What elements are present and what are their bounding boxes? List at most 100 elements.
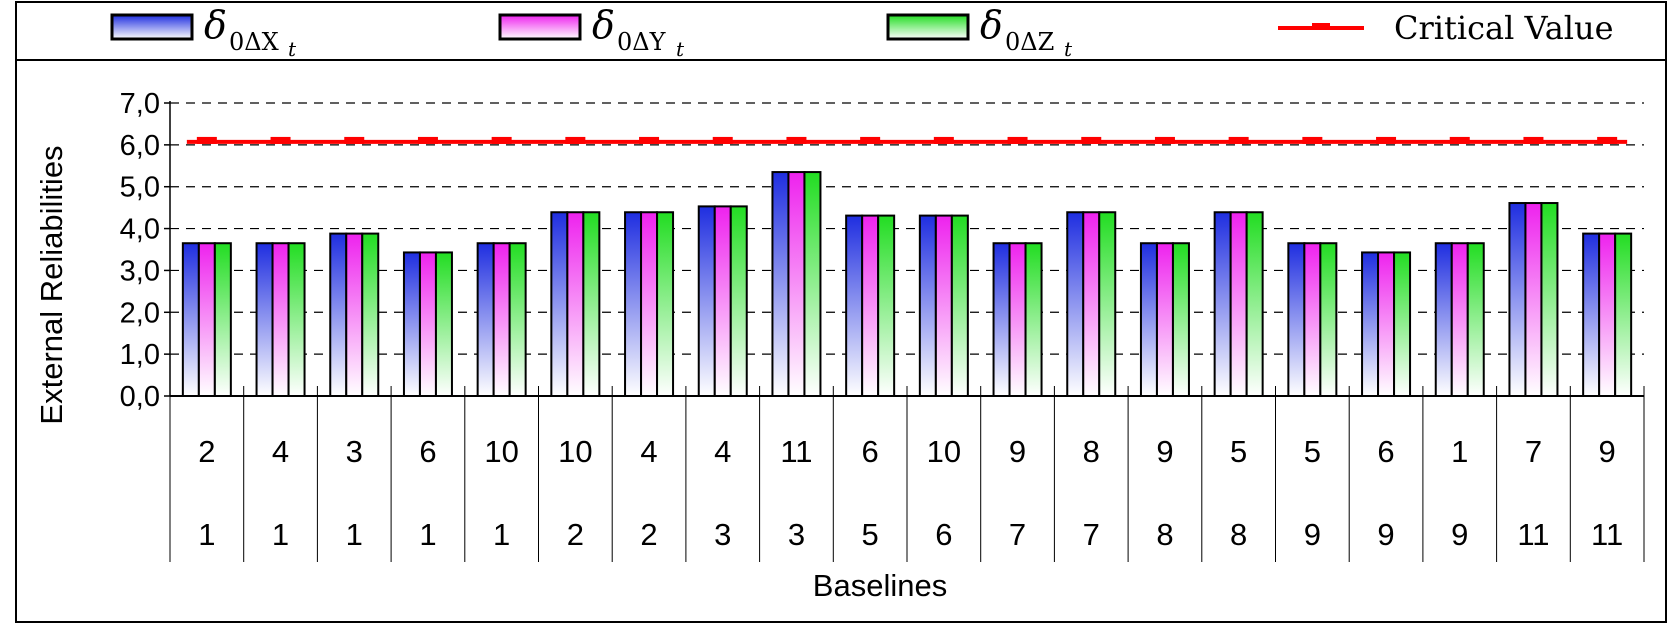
bars: [181, 171, 1633, 397]
bar-dy: [713, 205, 732, 397]
bar-dz: [1614, 232, 1633, 397]
x-tick-label-bottom: 3: [714, 517, 731, 552]
x-tick-label-top: 5: [1230, 434, 1247, 469]
x-tick-label-bottom: 2: [640, 517, 657, 552]
bar-dz: [1466, 242, 1485, 397]
legend-sub-subscript: t: [676, 37, 685, 61]
bar-dz: [287, 242, 306, 397]
critical-value-marker: [196, 136, 217, 144]
bar-dy: [1598, 232, 1617, 397]
x-tick-label-bottom: 3: [788, 517, 805, 552]
y-tick-label: 5,0: [120, 172, 160, 204]
bar-dy: [1082, 211, 1101, 397]
x-tick-label-bottom: 9: [1451, 517, 1468, 552]
bar-dx: [255, 242, 274, 397]
x-tick-label-bottom: 5: [862, 517, 879, 552]
bar-dx: [1139, 242, 1158, 397]
x-tick-label-top: 7: [1525, 434, 1542, 469]
bar-dy: [1008, 242, 1027, 397]
bar-dy: [1377, 251, 1396, 397]
bar-dx: [476, 242, 495, 397]
critical-value-marker: [1081, 136, 1102, 144]
bar-dy: [418, 251, 437, 397]
critical-value-marker: [1228, 136, 1249, 144]
critical-value-marker: [1154, 136, 1175, 144]
bar-dz: [877, 214, 896, 397]
x-tick-label-top: 10: [484, 434, 518, 469]
x-tick-label-bottom: 6: [935, 517, 952, 552]
critical-value-marker: [417, 136, 438, 144]
bar-dx: [181, 242, 200, 397]
bar-dy: [1229, 211, 1248, 397]
bar-dz: [1245, 211, 1264, 397]
critical-value-marker: [786, 136, 807, 144]
legend-subscript: 0ΔX: [229, 28, 279, 56]
y-tick-label: 3,0: [120, 255, 160, 287]
x-tick-label-bottom: 1: [198, 517, 215, 552]
bar-dz: [508, 242, 527, 397]
bar-dy: [271, 242, 290, 397]
x-tick-label-top: 9: [1156, 434, 1173, 469]
x-tick-label-top: 9: [1009, 434, 1026, 469]
y-tick-label: 6,0: [120, 130, 160, 162]
bar-dx: [329, 232, 348, 397]
critical-value-marker: [1007, 136, 1028, 144]
bar-dy: [934, 214, 953, 397]
legend-symbol: δ: [204, 3, 227, 47]
bar-dx: [992, 242, 1011, 397]
critical-value-line: [186, 136, 1628, 144]
bar-dz: [582, 211, 601, 397]
bar-dy: [1303, 242, 1322, 397]
bar-dx: [1434, 242, 1453, 397]
x-tick-label-top: 8: [1083, 434, 1100, 469]
critical-value-marker: [933, 136, 954, 144]
x-tick-label-top: 2: [198, 434, 215, 469]
y-tick-label: 4,0: [120, 214, 160, 246]
critical-value-marker: [491, 136, 512, 144]
bar-dx: [918, 214, 937, 397]
legend-subscript: 0ΔZ: [1005, 28, 1054, 56]
bar-dx: [845, 214, 864, 397]
bar-dz: [213, 242, 232, 397]
bar-dy: [492, 242, 511, 397]
legend-sub-subscript: t: [1064, 37, 1073, 61]
critical-value-marker: [270, 136, 291, 144]
y-axis: 0,0 1,0 2,0 3,0 4,0 5,0 6,0 7,0: [120, 88, 171, 413]
x-tick-label-bottom: 11: [1591, 517, 1623, 552]
critical-value-marker: [1302, 136, 1323, 144]
y-tick-label: 2,0: [120, 297, 160, 329]
x-tick-label-top: 10: [558, 434, 592, 469]
x-tick-label-bottom: 1: [419, 517, 436, 552]
x-tick-label-top: 4: [640, 434, 657, 469]
bar-dy: [861, 214, 880, 397]
x-tick-label-top: 1: [1451, 434, 1468, 469]
bar-dx: [1066, 211, 1085, 397]
x-tick-label-bottom: 1: [493, 517, 510, 552]
bar-dx: [402, 251, 421, 397]
x-tick-label-bottom: 1: [272, 517, 289, 552]
bar-dz: [434, 251, 453, 397]
bar-dz: [361, 232, 380, 397]
bar-dy: [566, 211, 585, 397]
x-tick-label-top: 5: [1304, 434, 1321, 469]
bar-dx: [697, 205, 716, 397]
bar-dz: [1024, 242, 1043, 397]
y-tick-label: 1,0: [120, 339, 160, 371]
x-tick-label-top: 9: [1599, 434, 1616, 469]
critical-value-marker: [344, 136, 365, 144]
bar-dx: [1287, 242, 1306, 397]
x-tick-label-top: 6: [1377, 434, 1394, 469]
bar-dx: [624, 211, 643, 397]
legend-sub-subscript: t: [288, 37, 297, 61]
x-tick-label-bottom: 7: [1083, 517, 1100, 552]
x-tick-label-top: 4: [714, 434, 731, 469]
x-tick-label-top: 10: [927, 434, 961, 469]
bar-dx: [1582, 232, 1601, 397]
legend-critical-label: Critical Value: [1394, 9, 1614, 47]
legend-swatch: [886, 13, 970, 41]
bar-dz: [656, 211, 675, 397]
x-axis: 2 1 4 1 3 1 6 1 10 1 10 2 4 2 4 3 11 3 6 5 10 6 9 7 8 7 9 8 5 8 5 9 6 9 1 9…: [169, 386, 1645, 562]
bar-dx: [1361, 251, 1380, 397]
